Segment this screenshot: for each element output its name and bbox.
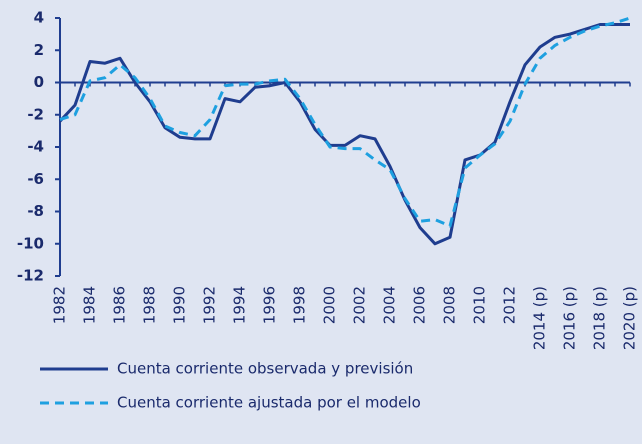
series-line (58, 23, 630, 246)
y-tick-label: -2 (27, 105, 44, 123)
x-tick-label: 1998 (291, 286, 309, 324)
x-tick-label: 1986 (111, 286, 129, 324)
x-tick-label: 2006 (411, 286, 429, 324)
series-line (59, 16, 631, 228)
y-tick-label: -8 (27, 202, 44, 220)
x-tick-label: 2002 (351, 286, 369, 324)
x-tick-label: 2018 (p) (591, 286, 609, 350)
y-tick-label: -10 (17, 234, 44, 252)
x-tick-label: 2016 (p) (561, 286, 579, 350)
x-tick-label: 1984 (81, 286, 99, 324)
x-tick-label: 2020 (p) (621, 286, 639, 350)
legend-label: Cuenta corriente observada y previsión (117, 360, 413, 378)
legend-label: Cuenta corriente ajustada por el modelo (117, 394, 421, 412)
x-tick-label: 1990 (171, 286, 189, 324)
x-tick-label: 1982 (51, 286, 69, 324)
x-tick-label: 1994 (231, 286, 249, 324)
y-tick-label: -4 (27, 138, 44, 156)
x-tick-label: 2014 (p) (531, 286, 549, 350)
y-tick-label: 4 (34, 9, 44, 27)
x-tick-label: 2012 (501, 286, 519, 324)
y-tick-label: 0 (34, 73, 44, 91)
x-tick-label: 2010 (471, 286, 489, 324)
x-tick-label: 1996 (261, 286, 279, 324)
x-tick-label: 1988 (141, 286, 159, 324)
x-tick-label: 1992 (201, 286, 219, 324)
y-tick-label: -12 (17, 267, 44, 285)
y-tick-label: 2 (34, 41, 44, 59)
y-tick-label: -6 (27, 170, 44, 188)
x-tick-label: 2000 (321, 286, 339, 324)
x-tick-label: 2004 (381, 286, 399, 324)
x-tick-label: 2008 (441, 286, 459, 324)
